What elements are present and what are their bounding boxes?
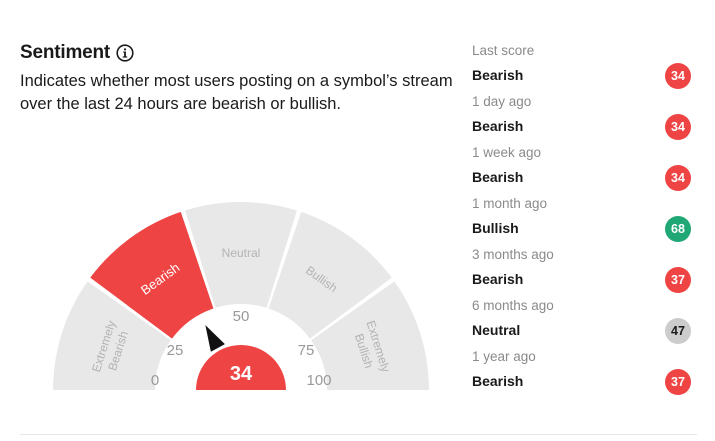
section-description: Indicates whether most users posting on …: [20, 72, 453, 113]
history-sentiment: Bearish: [472, 373, 524, 389]
history-item: 6 months ago Neutral 47: [472, 295, 698, 346]
history-sentiment: Bearish: [472, 271, 524, 287]
gauge-segment-extremely-bullish: [311, 281, 429, 390]
gauge-segment-bullish: [268, 211, 392, 339]
history-period: 1 week ago: [472, 145, 542, 160]
history-score-badge: 47: [665, 318, 691, 344]
history-sentiment: Bearish: [472, 118, 524, 134]
gauge-needle: [205, 325, 225, 352]
gauge-segment-label-neutral: Neutral: [222, 246, 261, 260]
info-icon[interactable]: [116, 44, 134, 62]
history-period: 1 year ago: [472, 349, 536, 364]
gauge-tick-0: 0: [151, 372, 159, 389]
gauge-segments: ExtremelyBearishBearishNeutralBullishExt…: [53, 202, 429, 390]
gauge-segment-bearish: [90, 211, 214, 339]
gauge-tick-25: 25: [167, 342, 184, 359]
history-item: Last score Bearish 34: [472, 40, 698, 91]
history-sentiment: Neutral: [472, 322, 521, 338]
history-item: 1 year ago Bearish 37: [472, 346, 698, 397]
gauge-tick-50: 50: [233, 308, 250, 325]
history-score-badge: 37: [665, 267, 691, 293]
history-period: 1 day ago: [472, 94, 532, 109]
history-score-badge: 34: [665, 63, 691, 89]
history-item: 1 month ago Bullish 68: [472, 193, 698, 244]
section-title: Sentiment: [20, 42, 111, 63]
history-period: 6 months ago: [472, 298, 554, 313]
gauge-segment-neutral: [185, 202, 297, 308]
gauge-segment-extremely-bearish: [53, 281, 171, 390]
history-item: 1 week ago Bearish 34: [472, 142, 698, 193]
history-score-badge: 34: [665, 165, 691, 191]
history-sentiment: Bearish: [472, 169, 524, 185]
history-item: 3 months ago Bearish 37: [472, 244, 698, 295]
history-period: 1 month ago: [472, 196, 548, 211]
history-item: 1 day ago Bearish 34: [472, 91, 698, 142]
history-sentiment: Bearish: [472, 67, 524, 83]
history-sentiment: Bullish: [472, 220, 519, 236]
history-score-badge: 34: [665, 114, 691, 140]
history-period: 3 months ago: [472, 247, 554, 262]
sentiment-gauge: ExtremelyBearish Bearish Neutral Bullish Ext…: [52, 202, 430, 393]
gauge-tick-100: 100: [306, 372, 331, 389]
section-header: Sentiment: [20, 42, 134, 64]
gauge-tick-75: 75: [298, 342, 315, 359]
history-score-badge: 68: [665, 216, 691, 242]
bottom-divider: [20, 434, 697, 435]
history-period: Last score: [472, 43, 535, 58]
gauge-score-dome: [196, 345, 286, 390]
gauge-score-value: 34: [230, 363, 253, 385]
sentiment-history: Last score Bearish 34 1 day ago Bearish 34 1 w…: [472, 40, 698, 397]
history-score-badge: 37: [665, 369, 691, 395]
